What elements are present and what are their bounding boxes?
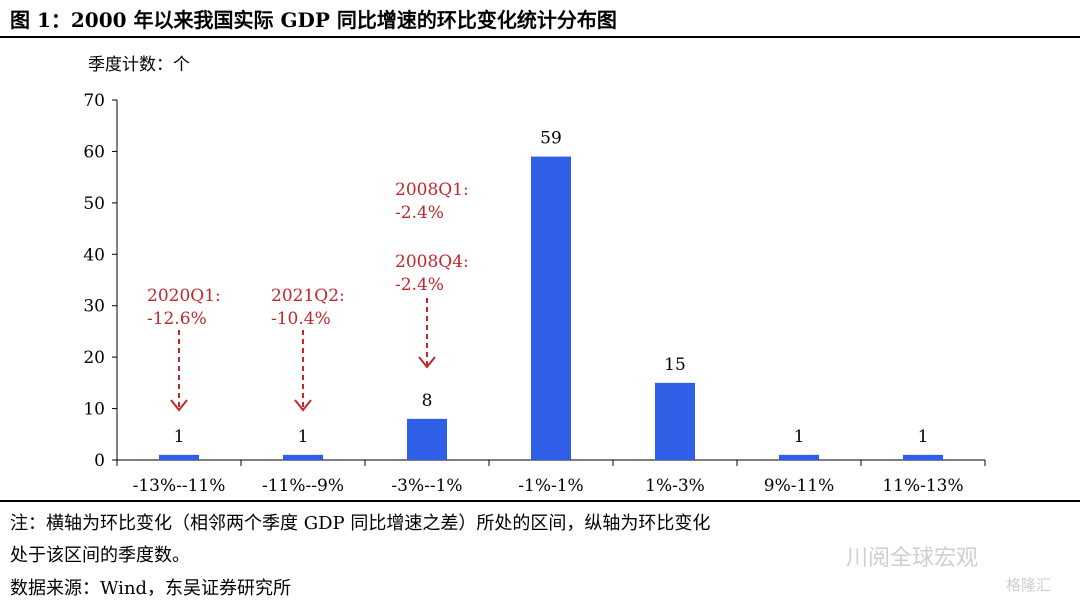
watermark-text: 川阅全球宏观 [846, 546, 979, 571]
chart-bars: 1 -13%--11% 1 -11%--9% 8 -3%--1% 59 -1%-1% 15 1%-… [133, 129, 964, 496]
note-line-2: 处于该区间的季度数。 [10, 545, 190, 566]
top-rule [0, 36, 1080, 38]
bar-value-label: 15 [664, 355, 686, 375]
chart-annotations: 2020Q1:-12.6%2021Q2:-10.4%2008Q1:-2.4%20… [147, 180, 469, 412]
source-line: 数据来源：Wind，东吴证券研究所 [10, 578, 292, 599]
x-tick-label: -1%-1% [518, 476, 583, 496]
annotation-text: 2021Q2: [271, 286, 345, 306]
x-tick-label: 9%-11% [764, 476, 835, 496]
bar-value-label: 1 [918, 427, 929, 447]
bar-value-label: 59 [540, 129, 562, 149]
annotation-text: 2008Q4: [395, 252, 469, 272]
annotation-arrow-head [418, 356, 436, 369]
bar [903, 454, 943, 460]
note-line-1: 注：横轴为环比变化（相邻两个季度 GDP 同比增速之差）所处的区间，纵轴为环比变… [10, 513, 711, 534]
annotation-text: -10.4% [271, 309, 331, 329]
y-tick-label: 60 [83, 142, 105, 162]
annotation: 2008Q1: -2.4% 2008Q4: -2.4% [395, 180, 469, 369]
bar [407, 418, 447, 460]
corner-logo: 格隆汇 [1006, 576, 1052, 594]
bar [283, 454, 323, 460]
y-tick-label: 0 [94, 451, 105, 471]
annotation-text: -2.4% [395, 275, 444, 295]
annotation: 2020Q1: -12.6% [147, 286, 221, 412]
y-tick-label: 40 [83, 245, 105, 265]
bar-value-label: 1 [298, 427, 309, 447]
y-axis-label: 季度计数：个 [88, 55, 190, 75]
annotation-text: 2020Q1: [147, 286, 221, 306]
x-tick-label: 11%-13% [882, 476, 963, 496]
bar [159, 454, 199, 460]
y-tick-label: 10 [83, 400, 105, 420]
bottom-rule [0, 500, 1080, 502]
bar-value-label: 1 [174, 427, 185, 447]
x-tick-label: 1%-3% [645, 476, 705, 496]
y-tick-label: 50 [83, 194, 105, 214]
x-tick-label: -3%--1% [391, 476, 462, 496]
annotation-text: 2008Q1: [395, 180, 469, 200]
bar-chart: 0 10 20 30 40 50 60 70 1 -13%--11% 1 -11%--9% 8 -3%-… [83, 91, 986, 496]
y-tick-label: 70 [83, 91, 105, 111]
bar-value-label: 1 [794, 427, 805, 447]
chart-axes: 0 10 20 30 40 50 60 70 [83, 91, 986, 471]
figure-title: 图 1：2000 年以来我国实际 GDP 同比增速的环比变化统计分布图 [10, 8, 617, 32]
bar [531, 156, 571, 461]
y-tick-label: 30 [83, 297, 105, 317]
annotation-arrow-head [294, 399, 312, 412]
bar [655, 382, 695, 460]
annotation-arrow-head [170, 399, 188, 412]
annotation-text: -12.6% [147, 309, 207, 329]
annotation-text: -2.4% [395, 203, 444, 223]
y-tick-label: 20 [83, 348, 105, 368]
annotation: 2021Q2: -10.4% [271, 286, 345, 412]
bar-value-label: 8 [422, 391, 433, 411]
x-tick-label: -13%--11% [133, 476, 226, 496]
bar [779, 454, 819, 460]
x-tick-label: -11%--9% [262, 476, 344, 496]
